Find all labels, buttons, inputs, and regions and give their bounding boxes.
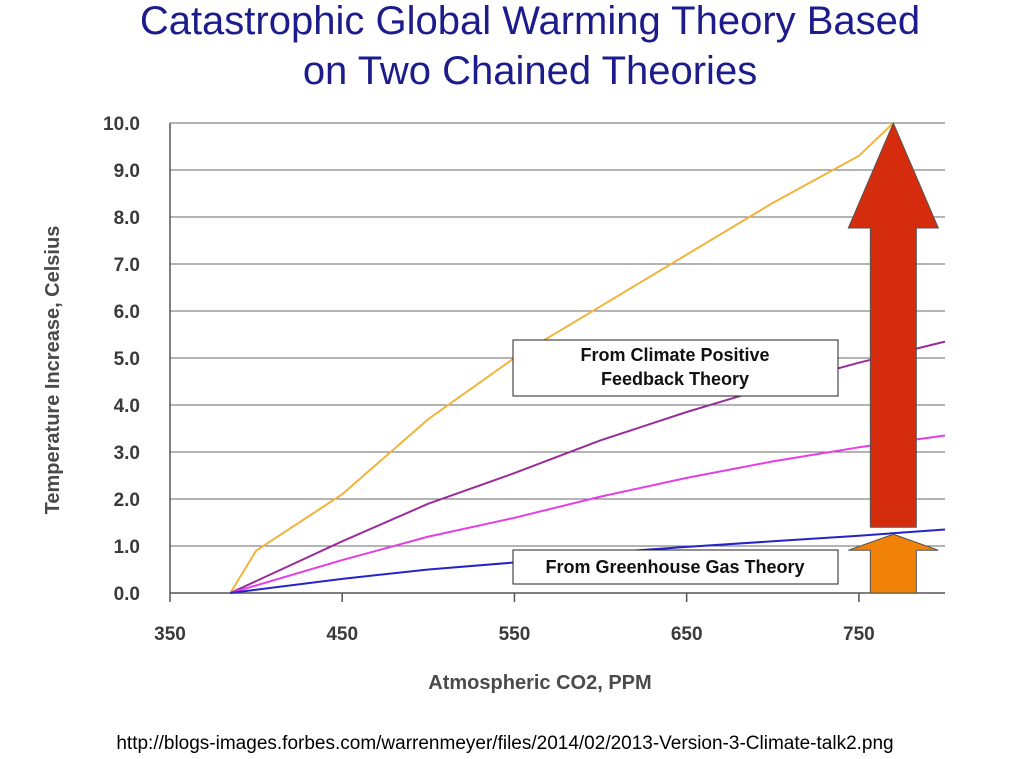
x-tick-label: 550 bbox=[499, 624, 531, 645]
greenhouse-annotation: From Greenhouse Gas Theory bbox=[512, 549, 839, 585]
feedback-annotation-line-1: From Climate Positive bbox=[580, 345, 769, 365]
arrows bbox=[847, 121, 940, 594]
chart-title-line-1: Catastrophic Global Warming Theory Based bbox=[140, 0, 920, 43]
series-line bbox=[229, 122, 894, 594]
greenhouse-annotation-box bbox=[512, 549, 839, 585]
x-tick-label: 650 bbox=[671, 624, 703, 645]
series-line bbox=[230, 434, 946, 594]
feedback-annotation-box bbox=[512, 339, 839, 397]
y-tick-label: 9.0 bbox=[114, 161, 140, 182]
source-url: http://blogs-images.forbes.com/warrenmey… bbox=[116, 733, 893, 754]
greenhouse-annotation-text: From Greenhouse Gas Theory bbox=[545, 557, 804, 577]
x-axis-label: Atmospheric CO2, PPM bbox=[428, 672, 651, 694]
chart-title-line-2: on Two Chained Theories bbox=[303, 49, 757, 93]
orange-arrow bbox=[848, 533, 939, 594]
y-axis-label: Temperature Increase, Celsius bbox=[42, 226, 64, 515]
y-tick-label: 6.0 bbox=[114, 302, 140, 323]
y-tick-label: 4.0 bbox=[114, 396, 140, 417]
y-tick-label: 2.0 bbox=[114, 490, 140, 511]
y-tick-label: 3.0 bbox=[114, 443, 140, 464]
y-axis-ticks: 0.0 1.0 2.0 3.0 4.0 5.0 6.0 7.0 8.0 9.0 10.0 bbox=[103, 114, 140, 605]
y-tick-label: 5.0 bbox=[114, 349, 140, 370]
y-tick-label: 8.0 bbox=[114, 208, 140, 229]
x-tick-label: 450 bbox=[326, 624, 358, 645]
y-tick-label: 0.0 bbox=[114, 584, 140, 605]
feedback-annotation: From Climate Positive Feedback Theory bbox=[512, 339, 839, 397]
feedback-annotation-line-2: Feedback Theory bbox=[601, 369, 749, 389]
x-axis-ticks: 350 450 550 650 750 bbox=[154, 593, 875, 645]
x-tick-label: 750 bbox=[843, 624, 875, 645]
y-tick-label: 7.0 bbox=[114, 255, 140, 276]
x-tick-label: 350 bbox=[154, 624, 186, 645]
y-tick-label: 10.0 bbox=[103, 114, 140, 135]
red-arrow bbox=[847, 121, 940, 528]
y-tick-label: 1.0 bbox=[114, 537, 140, 558]
